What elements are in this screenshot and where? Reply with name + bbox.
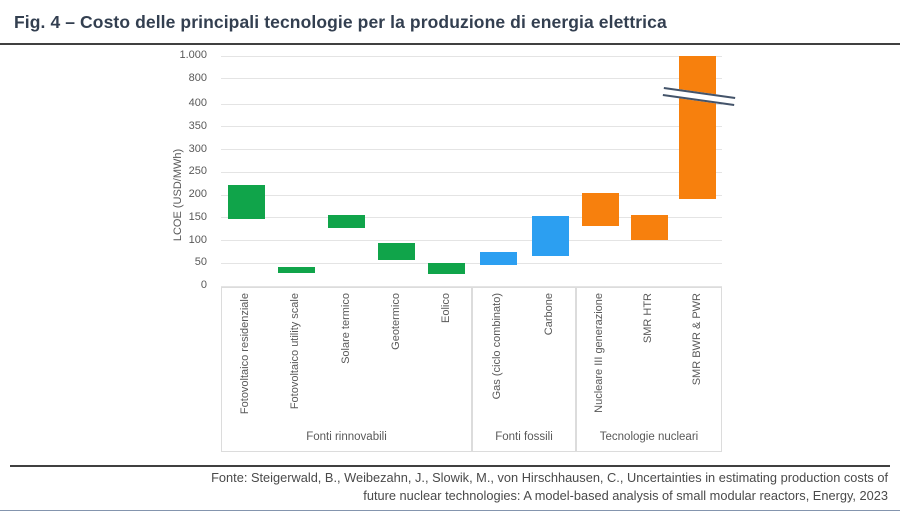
y-tick-label-50: 50: [194, 256, 207, 269]
y-tick-label-200: 200: [188, 188, 207, 200]
x-tick-label-fotovoltaico-utility-scale: Fotovoltaico utility scale: [289, 293, 302, 410]
y-tick-label-350: 350: [188, 119, 207, 132]
footer-separator-line: [10, 465, 890, 467]
gridline-50: [221, 262, 722, 264]
x-tick-label-gas-ciclo-combinato: Gas (ciclo combinato): [491, 293, 503, 400]
y-tick-label-800: 800: [188, 71, 207, 84]
gridline-150: [221, 217, 722, 219]
gridline-300: [221, 149, 722, 150]
gridline-0: [221, 285, 722, 287]
x-tick-label-solare-termico: Solare termico: [339, 293, 352, 364]
page-bottom-rule: [0, 510, 900, 511]
bar-fotovoltaico-residenziale: [227, 184, 265, 219]
y-tick-label-1-000: 1.000: [179, 49, 207, 61]
bar-smr-bwr-pwr: [679, 55, 717, 200]
x-tick-label-carbone: Carbone: [543, 293, 555, 336]
bar-solare-termico: [328, 214, 365, 229]
gridline-250: [221, 171, 722, 173]
y-tick-label-100: 100: [188, 233, 207, 246]
x-tick-label-eolico: Eolico: [439, 293, 452, 323]
source-citation-line-1: Fonte: Steigerwald, B., Weibezahn, J., S…: [211, 470, 888, 485]
title-separator-line: [0, 43, 900, 45]
gridline-100: [221, 240, 722, 241]
bar-eolico: [428, 262, 466, 274]
gridline-200: [221, 194, 722, 196]
x-tick-label-nucleare-iii-generazione: Nucleare III generazione: [593, 293, 606, 413]
x-tick-label-geotermico: Geotermico: [389, 293, 402, 350]
category-box-fonti-rinnovabili: [221, 287, 472, 452]
figure-title: Fig. 4 – Costo delle principali tecnolog…: [14, 12, 667, 32]
bar-smr-htr: [630, 214, 668, 240]
bar-carbone: [531, 216, 569, 256]
gridline-350: [221, 126, 722, 128]
x-tick-label-smr-bwr-pwr: SMR BWR & PWR: [690, 293, 703, 386]
bar-gas-ciclo-combinato: [479, 251, 517, 266]
x-tick-label-fotovoltaico-residenziale: Fotovoltaico residenziale: [239, 293, 252, 415]
gridline-400: [221, 103, 722, 105]
bar-geotermico: [378, 243, 416, 260]
y-tick-label-300: 300: [188, 142, 207, 155]
gridline-800: [221, 78, 722, 79]
y-tick-label-150: 150: [188, 210, 207, 223]
group-label-tecnologie-nucleari: Tecnologie nucleari: [599, 431, 699, 443]
source-citation-line-2: future nuclear technologies: A model-bas…: [363, 487, 888, 503]
group-label-fonti-fossili: Fonti fossili: [495, 431, 553, 443]
y-tick-label-250: 250: [188, 165, 207, 178]
y-tick-label-0: 0: [200, 279, 207, 291]
category-box-fonti-fossili: [472, 287, 576, 452]
y-tick-label-400: 400: [188, 97, 207, 109]
gridline-1-000: [221, 55, 722, 57]
group-label-fonti-rinnovabili: Fonti rinnovabili: [306, 431, 387, 443]
bar-nucleare-iii-generazione: [581, 192, 619, 226]
category-box-tecnologie-nucleari: [576, 287, 722, 452]
bar-fotovoltaico-utility-scale: [277, 266, 315, 273]
x-tick-label-smr-htr: SMR HTR: [642, 293, 654, 344]
source-citation: Fonte: Steigerwald, B., Weibezahn, J., S…: [28, 469, 888, 504]
